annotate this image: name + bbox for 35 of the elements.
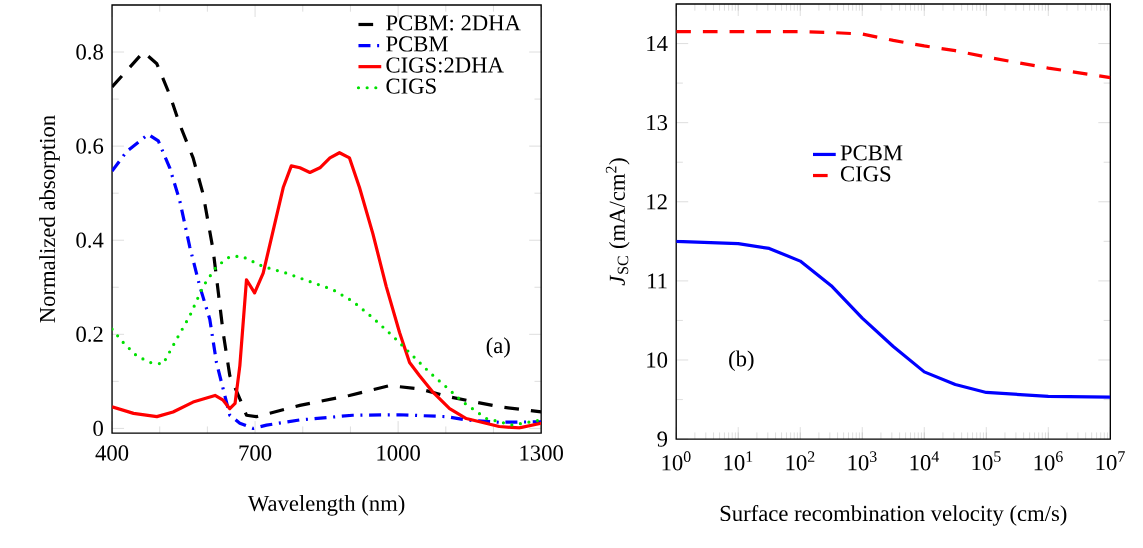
x-tick-label: 10$^{1}$: [724, 451, 753, 471]
y-tick-label: 12: [647, 194, 667, 210]
x-tick-label: 1300: [520, 445, 563, 461]
legend-label: CIGS:2DHA: [386, 57, 504, 73]
legend-label: PCBM: [840, 145, 903, 161]
y-axis-title: Normalized absorption: [39, 115, 60, 323]
x-tick-label: 10$^{4}$: [910, 451, 939, 471]
x-tick-label: 10$^{7}$: [1096, 451, 1125, 471]
x-tick-label: 10$^{2}$: [786, 451, 815, 471]
x-tick-label: 700: [239, 445, 272, 461]
annotation: (b): [729, 350, 754, 372]
x-tick-label: 10$^{5}$: [972, 451, 1001, 471]
y-tick-label: 0.2: [76, 326, 103, 342]
legend-label: PCBM: [386, 36, 448, 52]
y-tick-label: 0: [93, 420, 103, 436]
annotation: (a): [486, 337, 510, 358]
y-axis-title: J$_{SC}$ (mA/cm$^{2}$): [605, 158, 630, 286]
x-tick-label: 1000: [377, 445, 420, 461]
legend-label: PCBM: 2DHA: [386, 15, 521, 31]
y-tick-label: 13: [647, 114, 668, 131]
x-tick-label: 10$^{6}$: [1034, 451, 1063, 471]
y-tick-label: 0.4: [76, 232, 104, 248]
x-tick-label: 400: [95, 445, 129, 461]
y-tick-label: 0.8: [76, 44, 103, 60]
x-tick-label: 10$^{0}$: [662, 451, 691, 471]
y-tick-label: 9: [657, 431, 668, 447]
y-tick-label: 0.6: [76, 138, 104, 154]
x-tick-label: 10$^{3}$: [848, 451, 877, 471]
legend-label: CIGS: [840, 166, 891, 182]
x-axis-title: Surface recombination velocity (cm/s): [720, 504, 1067, 526]
legend-label: CIGS: [386, 78, 436, 94]
y-tick-label: 14: [647, 36, 668, 51]
y-tick-label: 11: [648, 273, 667, 289]
y-tick-label: 10: [647, 352, 668, 368]
x-axis-title: Wavelength (nm): [247, 495, 405, 516]
